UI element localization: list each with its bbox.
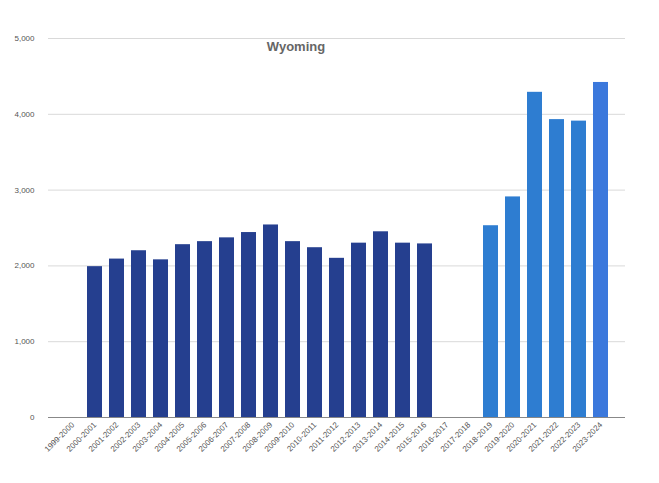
svg-text:2023-2024: 2023-2024 xyxy=(571,420,605,454)
svg-text:2017-2018: 2017-2018 xyxy=(438,420,473,454)
svg-text:2003-2004: 2003-2004 xyxy=(130,420,165,454)
svg-text:2021-2022: 2021-2022 xyxy=(526,420,561,454)
svg-text:2013-2014: 2013-2014 xyxy=(350,420,385,454)
svg-text:2020-2021: 2020-2021 xyxy=(504,420,539,454)
svg-text:2001-2002: 2001-2002 xyxy=(86,420,121,454)
svg-text:2006-2007: 2006-2007 xyxy=(196,420,231,454)
svg-text:2018-2019: 2018-2019 xyxy=(460,420,495,454)
svg-text:2016-2017: 2016-2017 xyxy=(416,420,451,454)
svg-text:2019-2020: 2019-2020 xyxy=(482,420,517,454)
svg-text:2008-2009: 2008-2009 xyxy=(240,420,275,454)
svg-text:5,000: 5,000 xyxy=(14,34,35,43)
svg-text:4,000: 4,000 xyxy=(14,110,35,119)
svg-text:1999-2000: 1999-2000 xyxy=(42,420,77,454)
svg-text:1,000: 1,000 xyxy=(14,337,35,346)
svg-text:2022-2023: 2022-2023 xyxy=(548,420,583,454)
html-text:Wyoming: Wyoming xyxy=(266,39,326,54)
svg-text:2007-2008: 2007-2008 xyxy=(218,420,253,454)
svg-text:2002-2003: 2002-2003 xyxy=(108,420,143,454)
svg-text:2,000: 2,000 xyxy=(14,261,35,270)
svg-text:3,000: 3,000 xyxy=(14,186,35,195)
svg-text:2004-2005: 2004-2005 xyxy=(152,420,187,454)
svg-text:2014-2015: 2014-2015 xyxy=(372,420,407,454)
svg-text:2010-2011: 2010-2011 xyxy=(285,420,319,454)
svg-text:2009-2010: 2009-2010 xyxy=(262,420,297,454)
svg-text:2012-2013: 2012-2013 xyxy=(328,420,363,454)
svg-text:0: 0 xyxy=(30,413,35,422)
svg-text:2005-2006: 2005-2006 xyxy=(174,420,209,454)
svg-text:2015-2016: 2015-2016 xyxy=(394,420,429,454)
svg-text:2011-2012: 2011-2012 xyxy=(307,420,341,454)
svg-text:2000-2001: 2000-2001 xyxy=(64,420,99,454)
